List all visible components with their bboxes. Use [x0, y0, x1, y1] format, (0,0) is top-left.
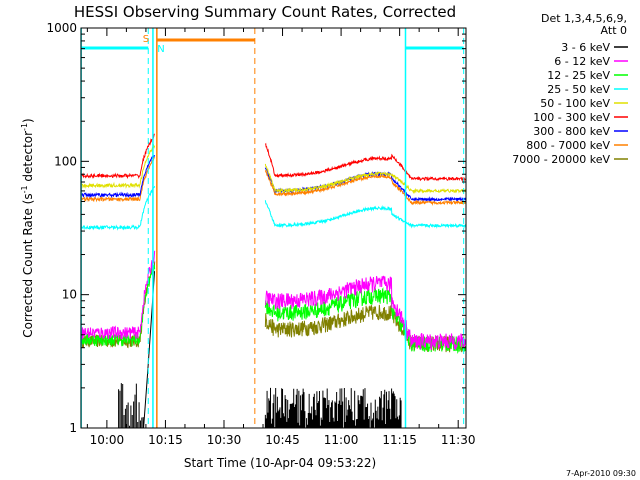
x-tick-label: 11:30: [441, 433, 476, 447]
series-line-3-6-kev: [118, 383, 402, 428]
series-line-300-800-kev: [80, 155, 156, 199]
tick-layer: 1 10 100 1000 10:00 10:15 10:30 10:45 11:00 11:15…: [46, 21, 475, 447]
legend-entry-label: 50 - 100 keV: [540, 97, 610, 110]
timestamp: 7-Apr-2010 09:30: [566, 469, 636, 478]
legend-entry-label: 800 - 7000 keV: [526, 139, 610, 152]
series-line-50-100-kev: [264, 163, 467, 195]
x-tick-label: 11:15: [382, 433, 417, 447]
legend-header: Att 0: [601, 24, 627, 37]
series-line-100-300-kev: [264, 142, 466, 182]
y-tick-label: 10: [62, 288, 77, 302]
series-line-25-50-kev: [80, 186, 156, 231]
legend-entry-label: 6 - 12 keV: [554, 55, 610, 68]
chart-title: HESSI Observing Summary Count Rates, Cor…: [74, 3, 456, 21]
legend-entry-label: 3 - 6 keV: [561, 41, 610, 54]
plot-area: SN 1 10 100 1000 10:00 10:15 10:30 10:45 11:00 11…: [46, 21, 475, 447]
legend-entry-label: 100 - 300 keV: [533, 111, 610, 124]
legend-entry-label: 12 - 25 keV: [547, 69, 610, 82]
x-tick-label: 10:45: [265, 433, 300, 447]
series-layer: [80, 133, 467, 429]
x-tick-label: 10:30: [207, 433, 242, 447]
y-axis-label: Corrected Count Rate (s-1 detector-1): [20, 118, 35, 337]
series-line-6-12-kev: [264, 275, 467, 351]
series-line-100-300-kev: [80, 133, 155, 179]
series-line-6-12-kev: [80, 250, 156, 340]
x-tick-label: 10:15: [148, 433, 183, 447]
saa-flag-label: S: [143, 34, 149, 45]
series-line-300-800-kev: [264, 167, 467, 202]
plot-frame: [80, 27, 467, 429]
legend-entry-label: 300 - 800 keV: [533, 125, 610, 138]
legend-entry-label: 7000 - 20000 keV: [512, 153, 610, 166]
x-tick-label: 11:00: [324, 433, 359, 447]
legend-entry-label: 25 - 50 keV: [547, 83, 610, 96]
y-tick-label: 1000: [46, 21, 77, 35]
series-line-50-100-kev: [80, 143, 156, 189]
night-flag-label: N: [157, 44, 164, 55]
legend-header: Det 1,3,4,5,6,9,: [541, 12, 627, 25]
x-tick-label: 10:00: [90, 433, 125, 447]
series-line-800-7000-kev: [80, 157, 156, 203]
y-tick-label: 100: [54, 154, 77, 168]
flag-layer: SN: [80, 28, 465, 428]
series-line-25-50-kev: [264, 200, 467, 229]
series-line-12-25-kev: [80, 264, 156, 347]
x-axis-label: Start Time (10-Apr-04 09:53:22): [184, 456, 376, 470]
y-tick-label: 1: [69, 421, 77, 435]
